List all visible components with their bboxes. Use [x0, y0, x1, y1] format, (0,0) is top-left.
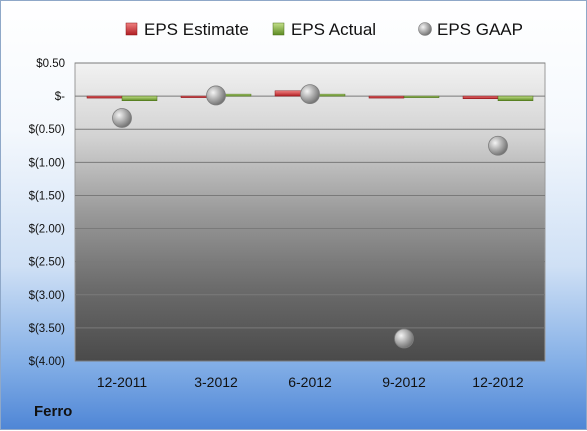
y-tick-label: $(3.50) [29, 323, 66, 335]
y-axis-ticks: $0.50 $- $(0.50) $(1.00) $(1.50) $(2.00) $(2.5… [29, 58, 66, 368]
y-tick-label: $0.50 [36, 58, 65, 70]
bar-eps-actual [497, 95, 534, 101]
y-tick-label: $(1.00) [29, 157, 66, 169]
x-tick-label: 3-2012 [194, 374, 238, 390]
gaap-marker [394, 328, 414, 349]
x-tick-label: 6-2012 [288, 374, 332, 390]
x-tick-label: 12-2012 [472, 374, 524, 390]
x-tick-label: 9-2012 [382, 374, 426, 390]
legend-label: EPS GAAP [437, 20, 523, 39]
gaap-marker [488, 135, 508, 156]
bar-eps-estimate [368, 95, 405, 99]
legend-label: EPS Actual [291, 20, 376, 39]
x-axis-ticks: 12-2011 3-2012 6-2012 9-2012 12-2012 [97, 374, 524, 390]
y-tick-label: $(2.00) [29, 224, 66, 236]
x-tick-label: 12-2011 [97, 374, 148, 390]
legend-swatch [418, 22, 432, 36]
legend-swatch [272, 22, 285, 36]
legend-label: EPS Estimate [144, 20, 249, 39]
bar-eps-actual [121, 95, 158, 101]
gaap-marker [206, 85, 226, 106]
y-tick-label: $(4.00) [29, 356, 66, 368]
company-name: Ferro [34, 403, 73, 420]
bar-eps-estimate [86, 95, 123, 99]
y-tick-label: $(2.50) [29, 257, 66, 269]
y-tick-label: $(1.50) [29, 190, 66, 202]
gaap-marker [300, 84, 320, 105]
bar-eps-estimate [462, 95, 499, 100]
y-tick-label: $(0.50) [29, 124, 66, 136]
markers [112, 84, 508, 349]
legend-swatch [125, 22, 138, 36]
y-tick-label: $- [55, 91, 65, 103]
bar-eps-actual [403, 95, 440, 98]
legend: EPS Estimate EPS Actual EPS GAAP [125, 20, 523, 39]
plot-area [74, 62, 546, 362]
y-tick-label: $(3.00) [29, 290, 66, 302]
gaap-marker [112, 108, 132, 128]
